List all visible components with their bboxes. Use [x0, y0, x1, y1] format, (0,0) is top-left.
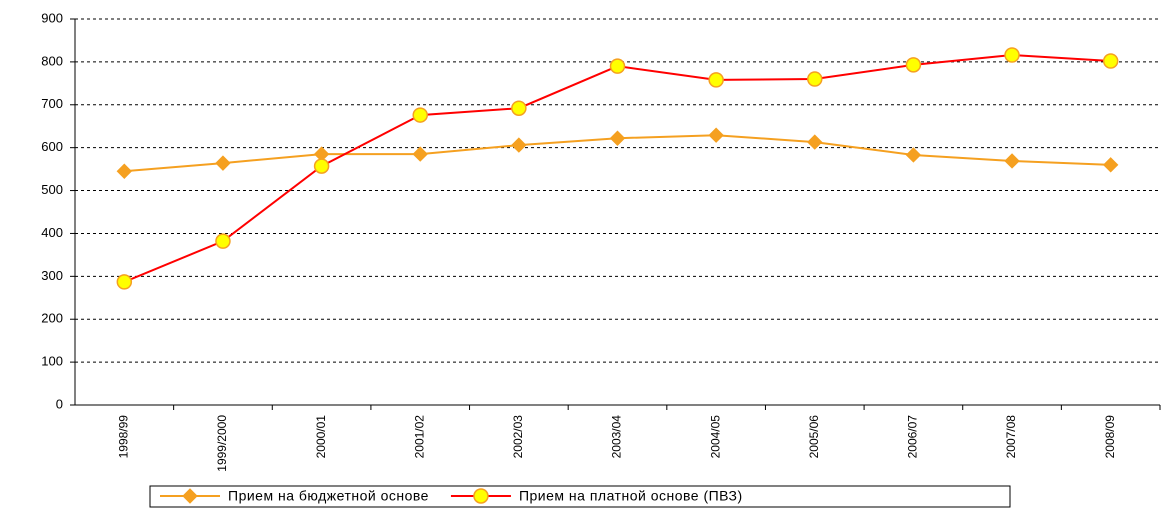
y-tick-label: 200 — [41, 311, 63, 326]
legend-label: Прием на бюджетной основе — [228, 488, 429, 504]
data-point — [412, 146, 428, 162]
data-point — [1004, 153, 1020, 169]
x-tick-label: 2001/02 — [412, 415, 426, 459]
data-point — [905, 147, 922, 163]
data-point — [708, 72, 724, 88]
data-point — [116, 163, 133, 179]
legend-marker — [473, 488, 489, 504]
data-point — [215, 233, 231, 249]
y-tick-label: 700 — [41, 96, 63, 111]
legend-box — [149, 485, 1011, 508]
data-point — [905, 57, 922, 73]
data-point — [1004, 47, 1020, 63]
y-tick-label: 800 — [41, 53, 63, 68]
data-point — [215, 155, 231, 171]
data-point — [807, 71, 823, 87]
x-tick-label: 2006/07 — [906, 415, 920, 459]
data-point — [609, 130, 626, 146]
y-tick-label: 100 — [41, 354, 63, 369]
y-tick-label: 300 — [41, 268, 63, 283]
legend-marker — [182, 488, 198, 504]
y-tick-label: 900 — [41, 10, 63, 25]
data-point — [1102, 157, 1119, 173]
data-point — [1102, 53, 1119, 69]
data-point — [313, 158, 330, 174]
data-point — [807, 134, 823, 150]
data-point — [412, 107, 428, 123]
data-point — [609, 58, 626, 74]
data-point — [116, 274, 133, 290]
x-tick-label: 2000/01 — [314, 415, 328, 459]
data-point — [708, 127, 724, 143]
x-tick-label: 2008/09 — [1103, 415, 1117, 459]
y-tick-label: 500 — [41, 182, 63, 197]
legend-label: Прием на платной основе (ПВЗ) — [519, 488, 743, 504]
x-tick-label: 2007/08 — [1004, 415, 1018, 459]
series-line — [123, 54, 1111, 283]
x-tick-label: 1999/2000 — [215, 415, 229, 472]
data-point — [511, 100, 527, 116]
x-tick-label: 2002/03 — [511, 415, 525, 459]
y-tick-label: 0 — [56, 396, 63, 411]
x-tick-label: 2004/05 — [708, 415, 722, 459]
x-tick-label: 1998/99 — [116, 415, 130, 459]
y-tick-label: 400 — [41, 225, 63, 240]
y-tick-label: 600 — [41, 139, 63, 154]
x-tick-label: 2003/04 — [610, 415, 624, 459]
data-point — [511, 137, 527, 153]
x-tick-label: 2005/06 — [807, 415, 821, 459]
